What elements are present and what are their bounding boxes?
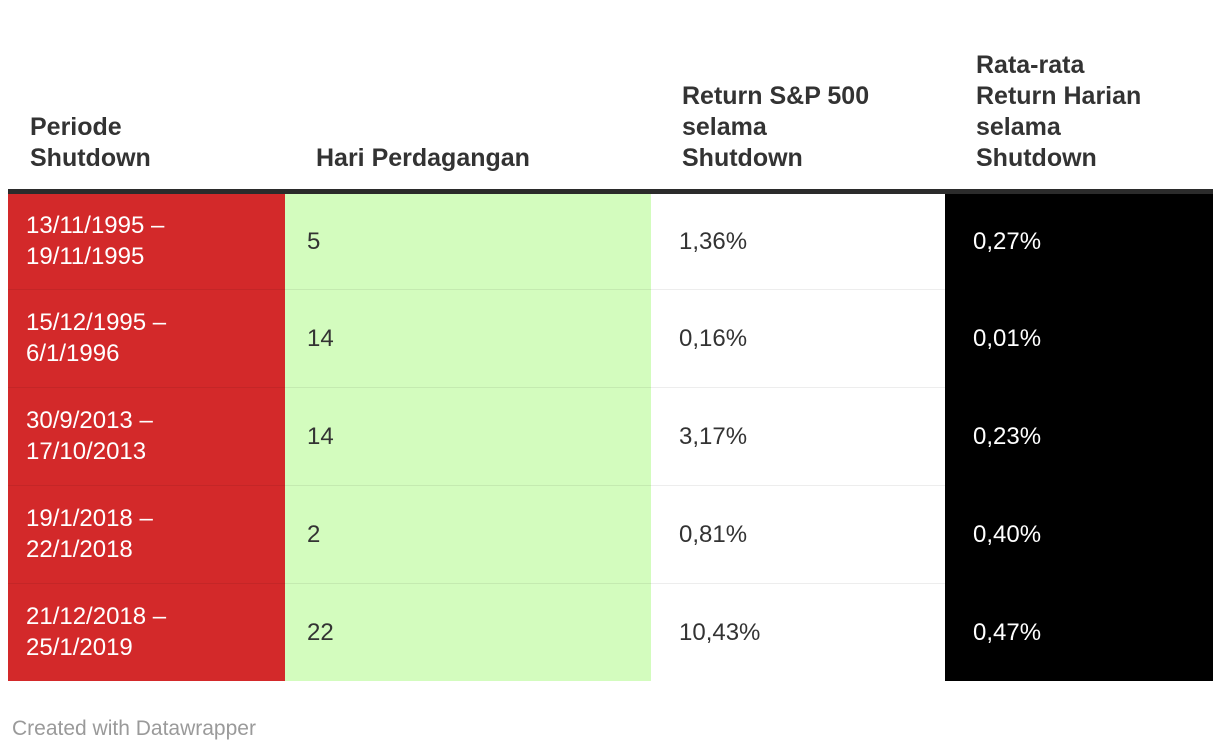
cell-periode: 15/12/1995 – 6/1/1996 (8, 288, 285, 387)
cell-return-sp500: 3,17% (651, 386, 945, 485)
cell-rata-rata-return: 0,47% (945, 582, 1213, 681)
cell-hari-perdagangan: 22 (285, 582, 651, 681)
cell-periode: 13/11/1995 – 19/11/1995 (8, 191, 285, 289)
cell-hari-perdagangan: 14 (285, 386, 651, 485)
cell-periode: 19/1/2018 – 22/1/2018 (8, 484, 285, 583)
cell-hari-perdagangan: 14 (285, 288, 651, 387)
table-row: 30/9/2013 – 17/10/2013 14 3,17% 0,23% (8, 386, 1213, 485)
cell-return-sp500: 0,16% (651, 288, 945, 387)
cell-hari-perdagangan: 5 (285, 191, 651, 289)
table-row: 15/12/1995 – 6/1/1996 14 0,16% 0,01% (8, 288, 1213, 387)
cell-rata-rata-return: 0,23% (945, 386, 1213, 485)
column-header-return-sp500: Return S&P 500 selama Shutdown (651, 0, 945, 194)
column-header-rata-rata-return: Rata-rata Return Harian selama Shutdown (945, 0, 1213, 194)
cell-return-sp500: 0,81% (651, 484, 945, 583)
cell-periode: 21/12/2018 – 25/1/2019 (8, 582, 285, 681)
shutdown-returns-table: Periode Shutdown Hari Perdagangan Return… (8, 0, 1213, 681)
cell-rata-rata-return: 0,27% (945, 191, 1213, 289)
datawrapper-credit-link[interactable]: Created with Datawrapper (12, 717, 256, 740)
table-row: 19/1/2018 – 22/1/2018 2 0,81% 0,40% (8, 484, 1213, 583)
column-header-periode-shutdown: Periode Shutdown (8, 0, 285, 194)
table-row: 21/12/2018 – 25/1/2019 22 10,43% 0,47% (8, 582, 1213, 681)
cell-return-sp500: 10,43% (651, 582, 945, 681)
table-header-row: Periode Shutdown Hari Perdagangan Return… (8, 0, 1213, 194)
column-header-hari-perdagangan: Hari Perdagangan (285, 0, 651, 194)
cell-rata-rata-return: 0,40% (945, 484, 1213, 583)
cell-hari-perdagangan: 2 (285, 484, 651, 583)
cell-return-sp500: 1,36% (651, 191, 945, 289)
cell-periode: 30/9/2013 – 17/10/2013 (8, 386, 285, 485)
table-row: 13/11/1995 – 19/11/1995 5 1,36% 0,27% (8, 191, 1213, 289)
cell-rata-rata-return: 0,01% (945, 288, 1213, 387)
